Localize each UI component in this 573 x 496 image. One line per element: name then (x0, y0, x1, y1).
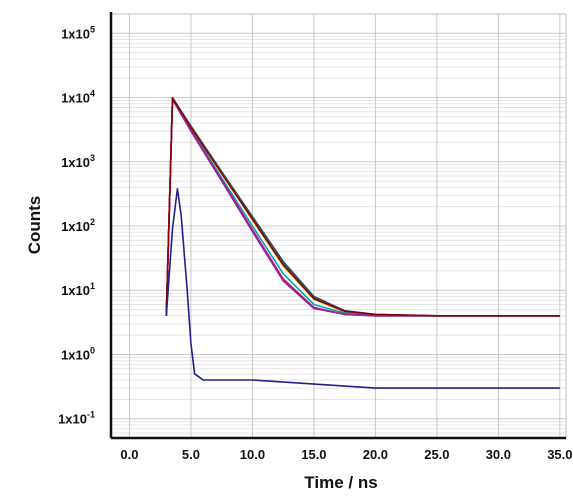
x-tick-label: 35.0 (547, 447, 572, 462)
x-tick-label: 0.0 (120, 447, 138, 462)
series-line-7 (165, 97, 560, 317)
y-tick-label: 1x103 (61, 153, 95, 170)
y-tick-label: 1x104 (61, 89, 95, 106)
y-tick-labels: 1x10-1 1x100 1x101 1x102 1x103 1x104 1x105 (58, 24, 95, 426)
x-tick-label: 30.0 (486, 447, 511, 462)
x-axis-title: Time / ns (304, 473, 377, 492)
major-gridlines (111, 14, 566, 438)
y-tick-label: 1x102 (61, 217, 95, 234)
x-tick-labels: 0.0 5.0 10.0 15.0 20.0 25.0 30.0 35.0 (120, 447, 572, 462)
y-tick-label: 1x105 (61, 24, 95, 41)
x-tick-label: 20.0 (363, 447, 388, 462)
x-tick-label: 25.0 (424, 447, 449, 462)
y-tick-label: 1x101 (61, 281, 95, 298)
x-tick-label: 5.0 (182, 447, 200, 462)
x-tick-label: 10.0 (240, 447, 265, 462)
y-axis-title: Counts (25, 196, 44, 255)
y-tick-label: 1x10-1 (58, 410, 95, 427)
minor-gridlines (111, 35, 566, 434)
series-line-8 (165, 188, 560, 389)
x-tick-label: 15.0 (301, 447, 326, 462)
y-tick-label: 1x100 (61, 345, 95, 362)
series-layer (165, 96, 560, 389)
